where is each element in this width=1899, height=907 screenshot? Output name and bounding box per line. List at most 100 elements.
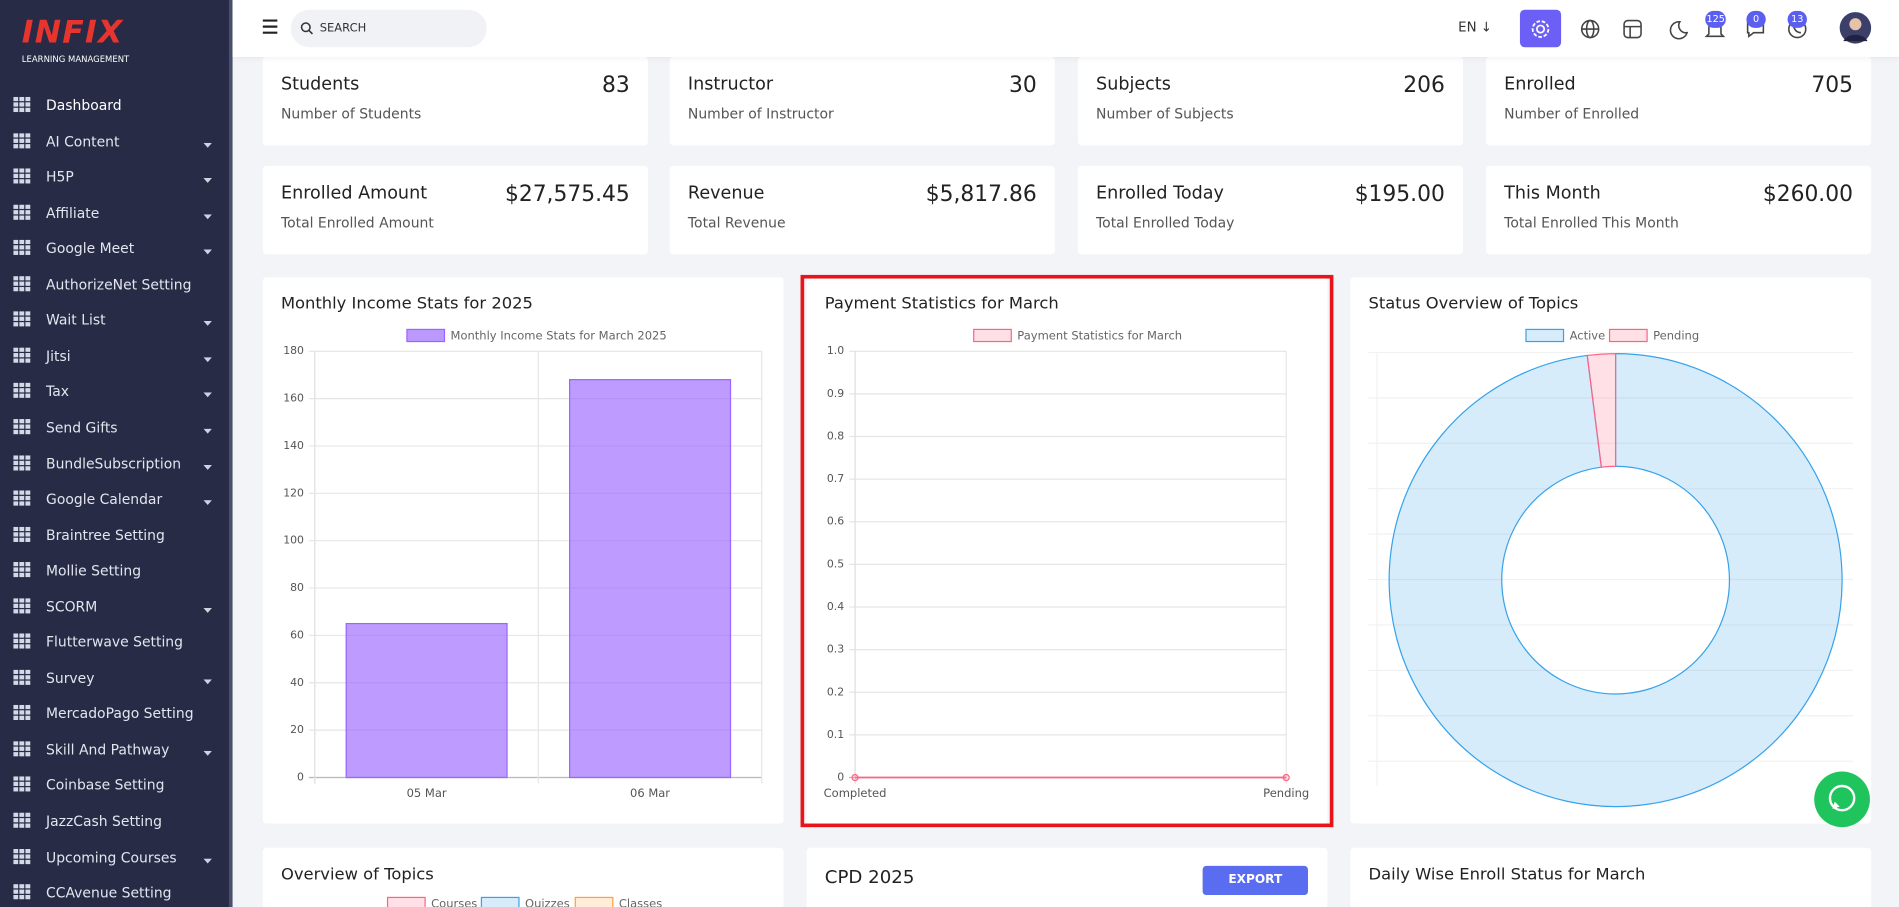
y-tick-label: 80 — [290, 581, 304, 594]
y-tick-label: 100 — [283, 534, 304, 547]
panel-title: Daily Wise Enroll Status for March — [1368, 864, 1646, 885]
menu-item[interactable]: Wait List — [0, 307, 228, 331]
menu-item[interactable]: MercadoPago Setting — [0, 700, 228, 724]
menu-item[interactable]: H5P — [0, 164, 228, 188]
menu-item[interactable]: Coinbase Setting — [0, 772, 228, 796]
menu-item[interactable]: SCORM — [0, 593, 228, 617]
legend-label: Monthly Income Stats for March 2025 — [451, 329, 667, 343]
menu-item[interactable]: JazzCash Setting — [0, 808, 228, 832]
stat-title: Enrolled Amount — [280, 184, 428, 204]
icon-cell — [19, 132, 25, 137]
icon-cell — [19, 424, 25, 429]
chart: Status Overview of Topics Active Pending — [1368, 293, 1853, 808]
icon-cell — [19, 240, 25, 245]
whatsapp-button[interactable] — [1813, 770, 1871, 828]
menu-item[interactable]: Send Gifts — [0, 414, 228, 438]
logo[interactable]: INFIX — [21, 14, 124, 51]
settings-button[interactable] — [1519, 9, 1562, 48]
caret — [203, 607, 212, 613]
menu-item[interactable]: Flutterwave Setting — [0, 629, 228, 653]
menu-icon — [13, 347, 31, 363]
menu-label: JazzCash Setting — [46, 812, 162, 830]
menu-toggle[interactable] — [262, 18, 279, 35]
menu-item[interactable]: Skill And Pathway — [0, 736, 228, 760]
menu-item[interactable]: AI Content — [0, 128, 228, 152]
y-tick-label: 0.9 — [827, 387, 844, 400]
export-button[interactable]: EXPORT — [1202, 865, 1308, 896]
menu-item[interactable]: Jitsi — [0, 343, 228, 367]
menu-icon — [13, 490, 31, 506]
icon-cell — [19, 818, 25, 823]
icon-cell — [25, 490, 31, 495]
menu-item[interactable]: Survey — [0, 665, 228, 689]
icon-cell — [19, 311, 25, 316]
icon-cell — [19, 537, 25, 542]
icon-cell — [13, 173, 19, 179]
icon-cell — [25, 859, 31, 864]
icon-cell — [25, 776, 31, 782]
menu-item[interactable]: Google Meet — [0, 235, 228, 259]
menu-item[interactable]: AuthorizeNet Setting — [0, 271, 228, 295]
menu-label: CCAvenue Setting — [46, 884, 172, 902]
icon-cell — [13, 317, 19, 322]
stat-title: Instructor — [687, 75, 774, 95]
avatar[interactable] — [1838, 11, 1872, 45]
stat-value: $195.00 — [1354, 181, 1445, 208]
icon-cell — [25, 465, 31, 470]
caret — [203, 357, 212, 362]
icon-cell — [19, 746, 25, 751]
menu-item[interactable]: BundleSubscription — [0, 450, 228, 474]
stat-title: Enrolled Today — [1096, 184, 1224, 204]
icon-cell — [25, 573, 31, 578]
y-tick-label: 0.7 — [827, 472, 844, 485]
icon-cell — [19, 394, 25, 399]
menu-item[interactable]: Mollie Setting — [0, 557, 228, 581]
menu-item[interactable]: Dashboard — [0, 92, 228, 116]
icon-cell — [19, 573, 25, 578]
submenu-caret — [203, 500, 212, 506]
icon-cell — [13, 597, 19, 603]
legend-label: Classes — [619, 897, 662, 907]
menu-item[interactable]: Upcoming Courses — [0, 844, 228, 868]
menu-item[interactable]: Google Calendar — [0, 486, 228, 510]
icon-cell — [25, 848, 31, 853]
menu-item[interactable]: CCAvenue Setting — [0, 879, 228, 903]
icon-cell — [13, 496, 19, 501]
icon-cell — [25, 782, 31, 787]
icon-cell — [19, 501, 25, 506]
icon-cell — [13, 716, 19, 721]
icon-cell — [13, 812, 19, 817]
stat-subtitle: Number of Students — [280, 105, 422, 123]
icon-cell — [13, 531, 19, 537]
language-select[interactable]: EN ↓ — [1458, 19, 1492, 36]
menu-label: Jitsi — [46, 347, 71, 365]
y-tick-label: 140 — [283, 439, 304, 452]
menu-icon — [13, 776, 31, 792]
doughnut-slice — [1388, 353, 1843, 808]
icon-cell — [19, 782, 25, 787]
y-tick-label: 0.4 — [827, 600, 844, 613]
icon-cell — [25, 311, 31, 316]
icon-cell — [25, 531, 31, 537]
icon-cell — [25, 537, 31, 542]
stat-subtitle: Number of Subjects — [1096, 105, 1234, 123]
bar — [345, 622, 508, 779]
stat-subtitle: Number of Enrolled — [1504, 105, 1640, 123]
icon-cell — [25, 746, 31, 751]
search-box[interactable]: SEARCH — [290, 9, 487, 48]
icon-cell — [13, 853, 19, 859]
stat-card: Subjects 206 Number of Subjects — [1077, 56, 1464, 146]
icon-cell — [25, 138, 31, 143]
icon-cell — [13, 102, 19, 107]
menu-item[interactable]: Affiliate — [0, 199, 228, 223]
icon-cell — [19, 209, 25, 214]
icon-cell — [25, 526, 31, 531]
legend-swatch — [406, 328, 446, 343]
stat-title: Revenue — [687, 184, 765, 204]
menu-item[interactable]: Braintree Setting — [0, 521, 228, 545]
stat-subtitle: Total Enrolled Today — [1096, 214, 1235, 232]
icon-cell — [19, 429, 25, 435]
menu-item[interactable]: Tax — [0, 378, 228, 402]
icon-cell — [19, 776, 25, 782]
